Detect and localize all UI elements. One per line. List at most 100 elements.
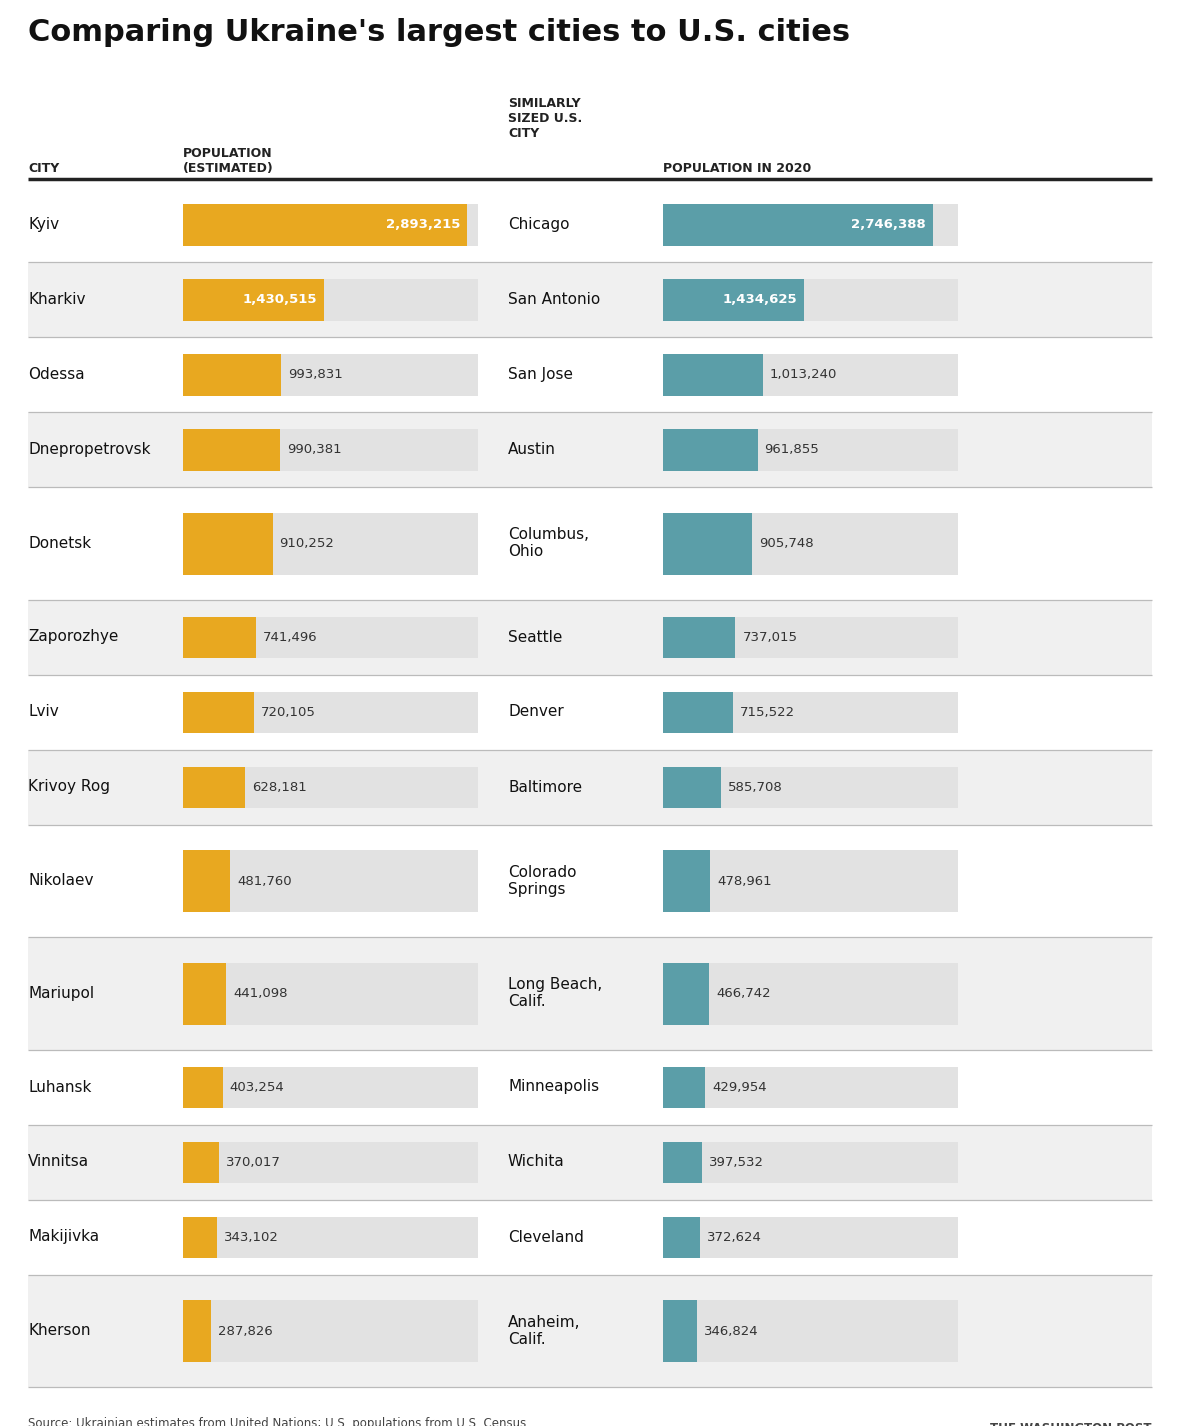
Text: Austin: Austin xyxy=(509,442,556,456)
Text: 990,381: 990,381 xyxy=(288,443,342,456)
Text: 2,893,215: 2,893,215 xyxy=(386,218,460,231)
Text: 993,831: 993,831 xyxy=(288,368,342,381)
Bar xyxy=(183,279,478,321)
Text: 1,430,515: 1,430,515 xyxy=(242,294,316,307)
Text: Denver: Denver xyxy=(509,704,564,720)
Text: Luhansk: Luhansk xyxy=(28,1079,91,1095)
Text: 741,496: 741,496 xyxy=(263,630,317,645)
Bar xyxy=(183,767,478,809)
Bar xyxy=(663,279,958,321)
Bar xyxy=(663,204,958,245)
Text: 961,855: 961,855 xyxy=(765,443,819,456)
Text: Odessa: Odessa xyxy=(28,366,85,382)
Text: 481,760: 481,760 xyxy=(237,874,291,888)
Bar xyxy=(663,767,721,809)
Bar xyxy=(183,204,478,245)
Text: 441,098: 441,098 xyxy=(234,987,288,1000)
Text: 737,015: 737,015 xyxy=(742,630,798,645)
Bar xyxy=(183,1142,219,1184)
Bar xyxy=(28,750,1152,824)
Bar xyxy=(28,824,1152,937)
Bar xyxy=(183,692,254,733)
Bar xyxy=(183,354,281,395)
Text: 715,522: 715,522 xyxy=(740,706,795,719)
Bar xyxy=(183,1216,217,1258)
Text: San Jose: San Jose xyxy=(509,366,573,382)
Bar xyxy=(663,692,733,733)
Bar xyxy=(663,850,710,913)
Text: POPULATION
(ESTIMATED): POPULATION (ESTIMATED) xyxy=(183,147,274,175)
Bar xyxy=(28,1275,1152,1387)
Text: 1,013,240: 1,013,240 xyxy=(769,368,837,381)
Text: 403,254: 403,254 xyxy=(230,1081,284,1094)
Bar xyxy=(183,279,323,321)
Text: Wichita: Wichita xyxy=(509,1155,565,1169)
Bar xyxy=(183,1142,478,1184)
Bar xyxy=(663,354,958,395)
Text: 466,742: 466,742 xyxy=(716,987,771,1000)
Text: POPULATION IN 2020: POPULATION IN 2020 xyxy=(663,163,812,175)
Text: Krivoy Rog: Krivoy Rog xyxy=(28,780,110,794)
Text: 478,961: 478,961 xyxy=(717,874,772,888)
Bar xyxy=(663,429,958,471)
Text: Lviv: Lviv xyxy=(28,704,59,720)
Text: Source: Ukrainian estimates from United Nations; U.S. populations from U.S. Cens: Source: Ukrainian estimates from United … xyxy=(28,1417,526,1426)
Bar xyxy=(183,850,230,913)
Text: Zaporozhye: Zaporozhye xyxy=(28,629,118,645)
Text: 287,826: 287,826 xyxy=(218,1325,273,1338)
Text: Nikolaev: Nikolaev xyxy=(28,873,93,888)
Text: Makijivka: Makijivka xyxy=(28,1229,99,1245)
Bar xyxy=(28,674,1152,750)
Bar xyxy=(183,1067,478,1108)
Text: 397,532: 397,532 xyxy=(709,1156,765,1169)
Text: 372,624: 372,624 xyxy=(707,1231,761,1243)
Text: Kherson: Kherson xyxy=(28,1323,91,1338)
Bar xyxy=(28,1125,1152,1199)
Bar xyxy=(183,963,478,1025)
Text: Donetsk: Donetsk xyxy=(28,536,91,550)
Bar xyxy=(28,599,1152,674)
Bar xyxy=(663,1301,697,1362)
Text: 343,102: 343,102 xyxy=(224,1231,278,1243)
Bar xyxy=(28,1199,1152,1275)
Bar xyxy=(663,513,958,575)
Text: Vinnitsa: Vinnitsa xyxy=(28,1155,90,1169)
Bar xyxy=(28,337,1152,412)
Text: 628,181: 628,181 xyxy=(251,781,307,794)
Bar xyxy=(663,1067,958,1108)
Bar xyxy=(183,850,478,913)
Bar xyxy=(28,412,1152,488)
Bar xyxy=(663,279,804,321)
Bar xyxy=(663,767,958,809)
Bar xyxy=(28,937,1152,1050)
Text: 720,105: 720,105 xyxy=(261,706,316,719)
Text: Comparing Ukraine's largest cities to U.S. cities: Comparing Ukraine's largest cities to U.… xyxy=(28,19,850,47)
Text: Minneapolis: Minneapolis xyxy=(509,1079,599,1095)
Text: 2,746,388: 2,746,388 xyxy=(851,218,926,231)
Text: 585,708: 585,708 xyxy=(728,781,782,794)
Bar xyxy=(183,513,273,575)
Bar xyxy=(183,1216,478,1258)
Bar xyxy=(183,204,467,245)
Bar xyxy=(183,429,281,471)
Text: Mariupol: Mariupol xyxy=(28,985,94,1001)
Text: Dnepropetrovsk: Dnepropetrovsk xyxy=(28,442,151,456)
Bar xyxy=(183,1301,211,1362)
Bar xyxy=(663,963,709,1025)
Text: Seattle: Seattle xyxy=(509,629,563,645)
Text: Anaheim,
Calif.: Anaheim, Calif. xyxy=(509,1315,581,1348)
Bar xyxy=(28,187,1152,262)
Bar xyxy=(28,488,1152,599)
Bar xyxy=(663,354,762,395)
Bar xyxy=(663,429,758,471)
Bar xyxy=(28,262,1152,337)
Bar xyxy=(663,204,933,245)
Text: 346,824: 346,824 xyxy=(704,1325,759,1338)
Bar xyxy=(183,513,478,575)
Text: SIMILARLY
SIZED U.S.
CITY: SIMILARLY SIZED U.S. CITY xyxy=(509,97,582,140)
Bar xyxy=(663,1067,706,1108)
Bar xyxy=(183,617,478,657)
Bar xyxy=(183,429,478,471)
Text: Long Beach,
Calif.: Long Beach, Calif. xyxy=(509,977,602,1010)
Text: Colorado
Springs: Colorado Springs xyxy=(509,864,577,897)
